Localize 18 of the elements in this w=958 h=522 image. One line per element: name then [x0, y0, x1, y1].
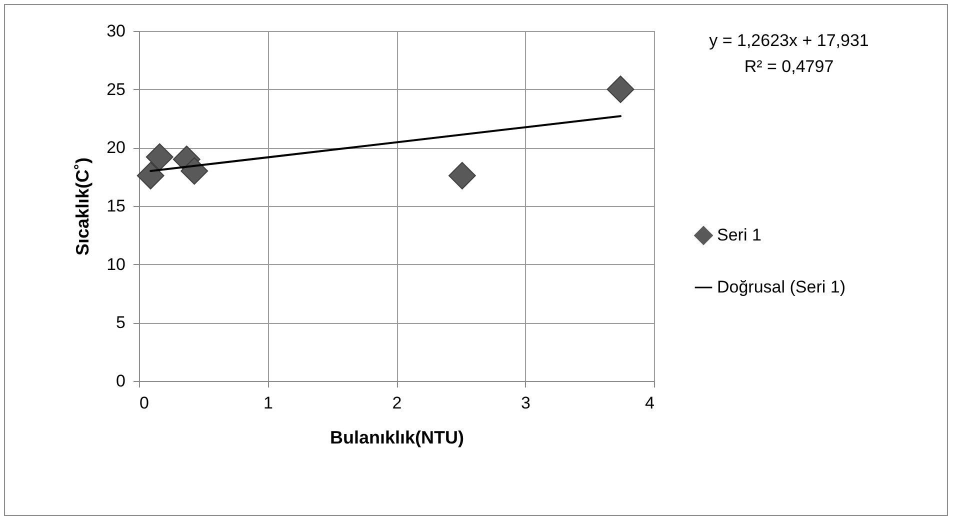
x-tick-label: 2 — [392, 394, 402, 412]
y-tick-label: 25 — [106, 80, 126, 99]
x-tick-label: 3 — [521, 394, 530, 412]
x-tick-label: 0 — [140, 394, 149, 412]
y-tick-label: 20 — [106, 138, 126, 158]
y-tick-label: 5 — [116, 313, 126, 332]
text: R² = 0,4797 — [744, 57, 834, 76]
x-tick-label: 1 — [264, 394, 273, 412]
x-tick-label: 4 — [645, 394, 654, 412]
y-tick-label: 30 — [106, 22, 126, 40]
legend-label: Seri 1 — [717, 226, 762, 244]
legend-label: Doğrusal (Seri 1) — [717, 278, 846, 296]
y-axis-title: Sıcaklık(C˚) — [72, 157, 93, 256]
text: y = 1,2623x + 17,931 — [709, 31, 869, 50]
y-tick-label: 10 — [106, 254, 126, 274]
y-tick-label: 15 — [106, 196, 126, 216]
x-axis-title: Bulanıklık(NTU) — [330, 428, 464, 448]
y-tick-label: 0 — [116, 372, 126, 390]
